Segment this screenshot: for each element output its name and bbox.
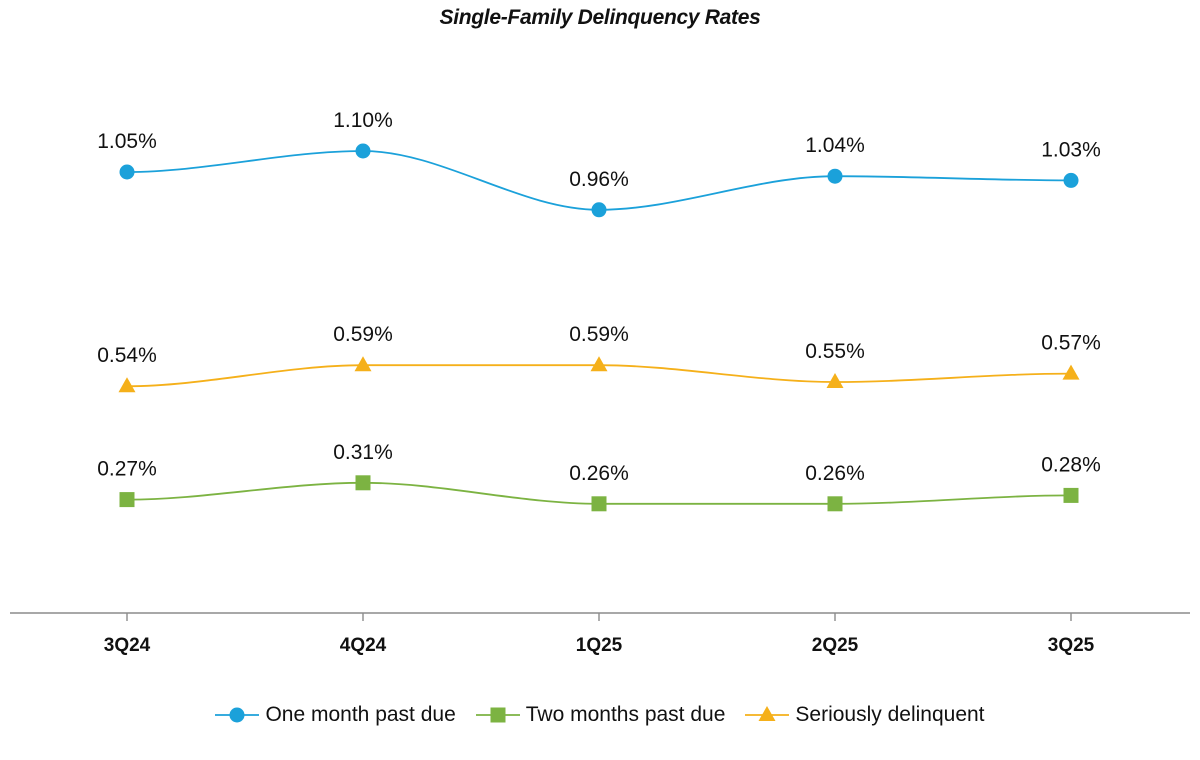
data-label-two-months-past-due: 0.26% bbox=[805, 462, 865, 485]
data-label-one-month-past-due: 1.10% bbox=[333, 109, 393, 132]
data-label-one-month-past-due: 0.96% bbox=[569, 168, 629, 191]
data-point-one-month-past-due bbox=[1063, 172, 1079, 188]
data-point-two-months-past-due bbox=[1063, 487, 1079, 503]
data-label-two-months-past-due: 0.27% bbox=[97, 458, 157, 481]
data-label-layer: 1.05% 1.10% 0.96% 1.04% 1.03% 0.27% 0.31% 0.26%… bbox=[97, 109, 1101, 485]
data-label-seriously-delinquent: 0.57% bbox=[1041, 332, 1101, 355]
data-label-one-month-past-due: 1.05% bbox=[97, 130, 157, 153]
data-point-two-months-past-due bbox=[119, 492, 135, 508]
x-tick-label: 1Q25 bbox=[576, 635, 623, 656]
chart-title: Single-Family Delinquency Rates bbox=[439, 6, 761, 29]
data-label-two-months-past-due: 0.28% bbox=[1041, 453, 1101, 476]
legend-label-two-months-past-due: Two months past due bbox=[525, 703, 726, 726]
data-label-two-months-past-due: 0.31% bbox=[333, 441, 393, 464]
legend-swatch-two-months-past-due bbox=[475, 707, 520, 723]
data-label-seriously-delinquent: 0.59% bbox=[569, 323, 629, 346]
legend-swatch-seriously-delinquent bbox=[745, 706, 790, 721]
legend-label-seriously-delinquent: Seriously delinquent bbox=[795, 703, 985, 726]
series-layer bbox=[118, 143, 1080, 512]
data-point-one-month-past-due bbox=[827, 168, 843, 184]
legend-item-seriously-delinquent: Seriously delinquent bbox=[745, 703, 985, 727]
data-label-seriously-delinquent: 0.59% bbox=[333, 323, 393, 346]
x-tick-label: 3Q25 bbox=[1048, 635, 1095, 656]
data-point-one-month-past-due bbox=[119, 164, 135, 180]
data-point-seriously-delinquent bbox=[826, 373, 844, 388]
legend-label-one-month-past-due: One month past due bbox=[265, 703, 456, 726]
data-point-one-month-past-due bbox=[355, 143, 371, 159]
data-point-two-months-past-due bbox=[355, 475, 371, 491]
legend: One month past due Two months past due Ser… bbox=[0, 703, 1200, 727]
data-point-seriously-delinquent bbox=[590, 356, 608, 372]
data-point-seriously-delinquent bbox=[118, 377, 136, 393]
legend-swatch-one-month-past-due bbox=[215, 707, 260, 723]
data-point-seriously-delinquent bbox=[1062, 364, 1080, 380]
data-point-two-months-past-due bbox=[591, 496, 607, 512]
data-point-two-months-past-due bbox=[827, 496, 843, 512]
data-point-seriously-delinquent bbox=[354, 356, 372, 372]
x-tick-label: 4Q24 bbox=[340, 635, 387, 656]
data-label-two-months-past-due: 0.26% bbox=[569, 462, 629, 485]
data-label-seriously-delinquent: 0.55% bbox=[805, 340, 865, 363]
data-point-one-month-past-due bbox=[591, 202, 607, 218]
data-label-one-month-past-due: 1.04% bbox=[805, 134, 865, 157]
chart-plot: 3Q24 4Q24 1Q25 2Q25 3Q25 1.05% 1.10% 0.96% 1.04… bbox=[10, 109, 1190, 656]
legend-item-one-month-past-due: One month past due bbox=[215, 703, 456, 727]
x-tick-label: 3Q24 bbox=[104, 635, 151, 656]
legend-item-two-months-past-due: Two months past due bbox=[475, 703, 726, 727]
x-tick-label: 2Q25 bbox=[812, 635, 859, 656]
x-axis: 3Q24 4Q24 1Q25 2Q25 3Q25 bbox=[10, 612, 1190, 656]
data-label-one-month-past-due: 1.03% bbox=[1041, 138, 1101, 161]
data-label-seriously-delinquent: 0.54% bbox=[97, 344, 157, 367]
